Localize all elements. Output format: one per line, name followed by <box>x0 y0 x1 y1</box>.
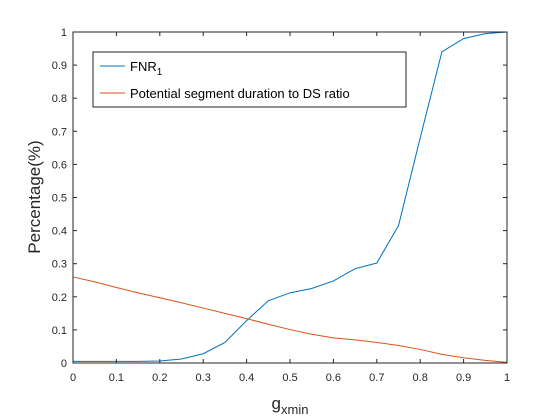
y-tick-label: 0 <box>61 358 67 370</box>
y-tick-label: 0.5 <box>52 193 67 205</box>
y-tick-label: 0.4 <box>52 226 67 238</box>
y-tick-label: 0.7 <box>52 126 67 138</box>
legend-entry-fnr: FNR1 <box>130 59 163 78</box>
x-tick-label: 0.6 <box>326 372 341 384</box>
series-line-segment-ratio <box>72 276 508 363</box>
x-tick-label: 0.1 <box>109 372 124 384</box>
x-tick-label: 0.5 <box>282 372 297 384</box>
x-tick-label: 0.3 <box>196 372 211 384</box>
y-tick-label: 0.3 <box>52 259 67 271</box>
x-tick-label: 0.4 <box>239 372 254 384</box>
y-tick-label: 1 <box>61 27 67 39</box>
x-tick-label: 1 <box>504 372 510 384</box>
legend-entry-ratio: Potential segment duration to DS ratio <box>130 86 350 101</box>
y-axis-label: Percentage(%) <box>25 140 44 253</box>
legend-box <box>92 51 407 108</box>
y-tick-label: 0.2 <box>52 292 67 304</box>
x-tick-label: 0.2 <box>152 372 167 384</box>
y-tick-label: 0.9 <box>52 60 67 72</box>
legend-entry-fnr-main: FNR <box>130 59 157 74</box>
y-tick-label: 0.8 <box>52 93 67 105</box>
x-axis-label-main: g <box>272 394 281 413</box>
y-tick-label: 0.1 <box>52 325 67 337</box>
x-axis-label-subscript: xmin <box>281 402 308 417</box>
y-tick-label: 0.6 <box>52 159 67 171</box>
legend: FNR1 Potential segment duration to DS ra… <box>92 51 407 108</box>
series-line-fnr <box>73 31 508 362</box>
x-tick-label: 0 <box>70 372 76 384</box>
x-tick-label: 0.8 <box>413 372 428 384</box>
series-layer <box>72 31 508 363</box>
x-tick-label: 0.7 <box>369 372 384 384</box>
legend-entry-fnr-subscript: 1 <box>157 67 163 78</box>
x-tick-label: 0.9 <box>456 372 471 384</box>
ticks-layer: 0 0.1 0.2 0.3 0.4 0.5 0.6 0.7 0.8 0.9 1 0 0.1 0.2 0.3 0… <box>52 27 510 384</box>
x-axis-label: gxmin <box>272 394 309 417</box>
